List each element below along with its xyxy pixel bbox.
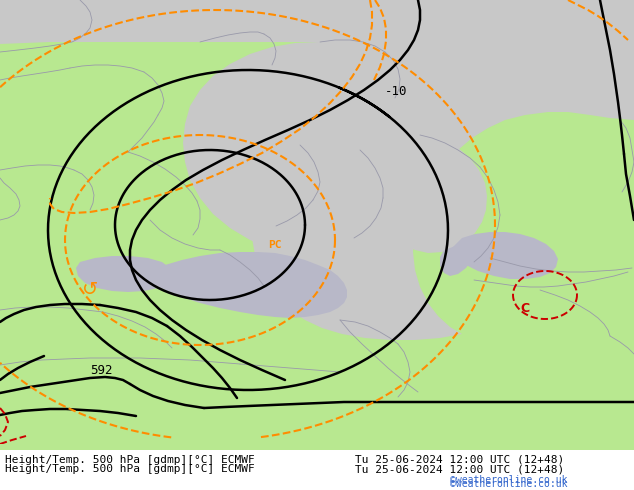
Text: 592: 592 (90, 364, 112, 377)
Bar (0, 444, 634, 490)
Polygon shape (0, 0, 634, 340)
Text: -10: -10 (385, 85, 408, 98)
Polygon shape (145, 252, 347, 318)
Text: C: C (520, 302, 529, 315)
Text: Tu 25-06-2024 12:00 UTC (12+48): Tu 25-06-2024 12:00 UTC (12+48) (355, 464, 564, 474)
Polygon shape (452, 232, 558, 279)
Text: ↺: ↺ (82, 280, 98, 299)
Polygon shape (440, 244, 474, 276)
Polygon shape (76, 256, 172, 292)
Text: PC: PC (268, 240, 281, 250)
Bar (0, 444, 634, 450)
Text: Tu 25-06-2024 12:00 UTC (12+48): Tu 25-06-2024 12:00 UTC (12+48) (355, 455, 564, 465)
Text: ©weatheronline.co.uk: ©weatheronline.co.uk (450, 479, 567, 489)
Text: Height/Temp. 500 hPa [gdmp][°C] ECMWF: Height/Temp. 500 hPa [gdmp][°C] ECMWF (5, 455, 255, 465)
Text: ©weatheronline.co.uk: ©weatheronline.co.uk (450, 475, 567, 485)
Text: Height/Temp. 500 hPa [gdmp][°C] ECMWF: Height/Temp. 500 hPa [gdmp][°C] ECMWF (5, 464, 255, 474)
